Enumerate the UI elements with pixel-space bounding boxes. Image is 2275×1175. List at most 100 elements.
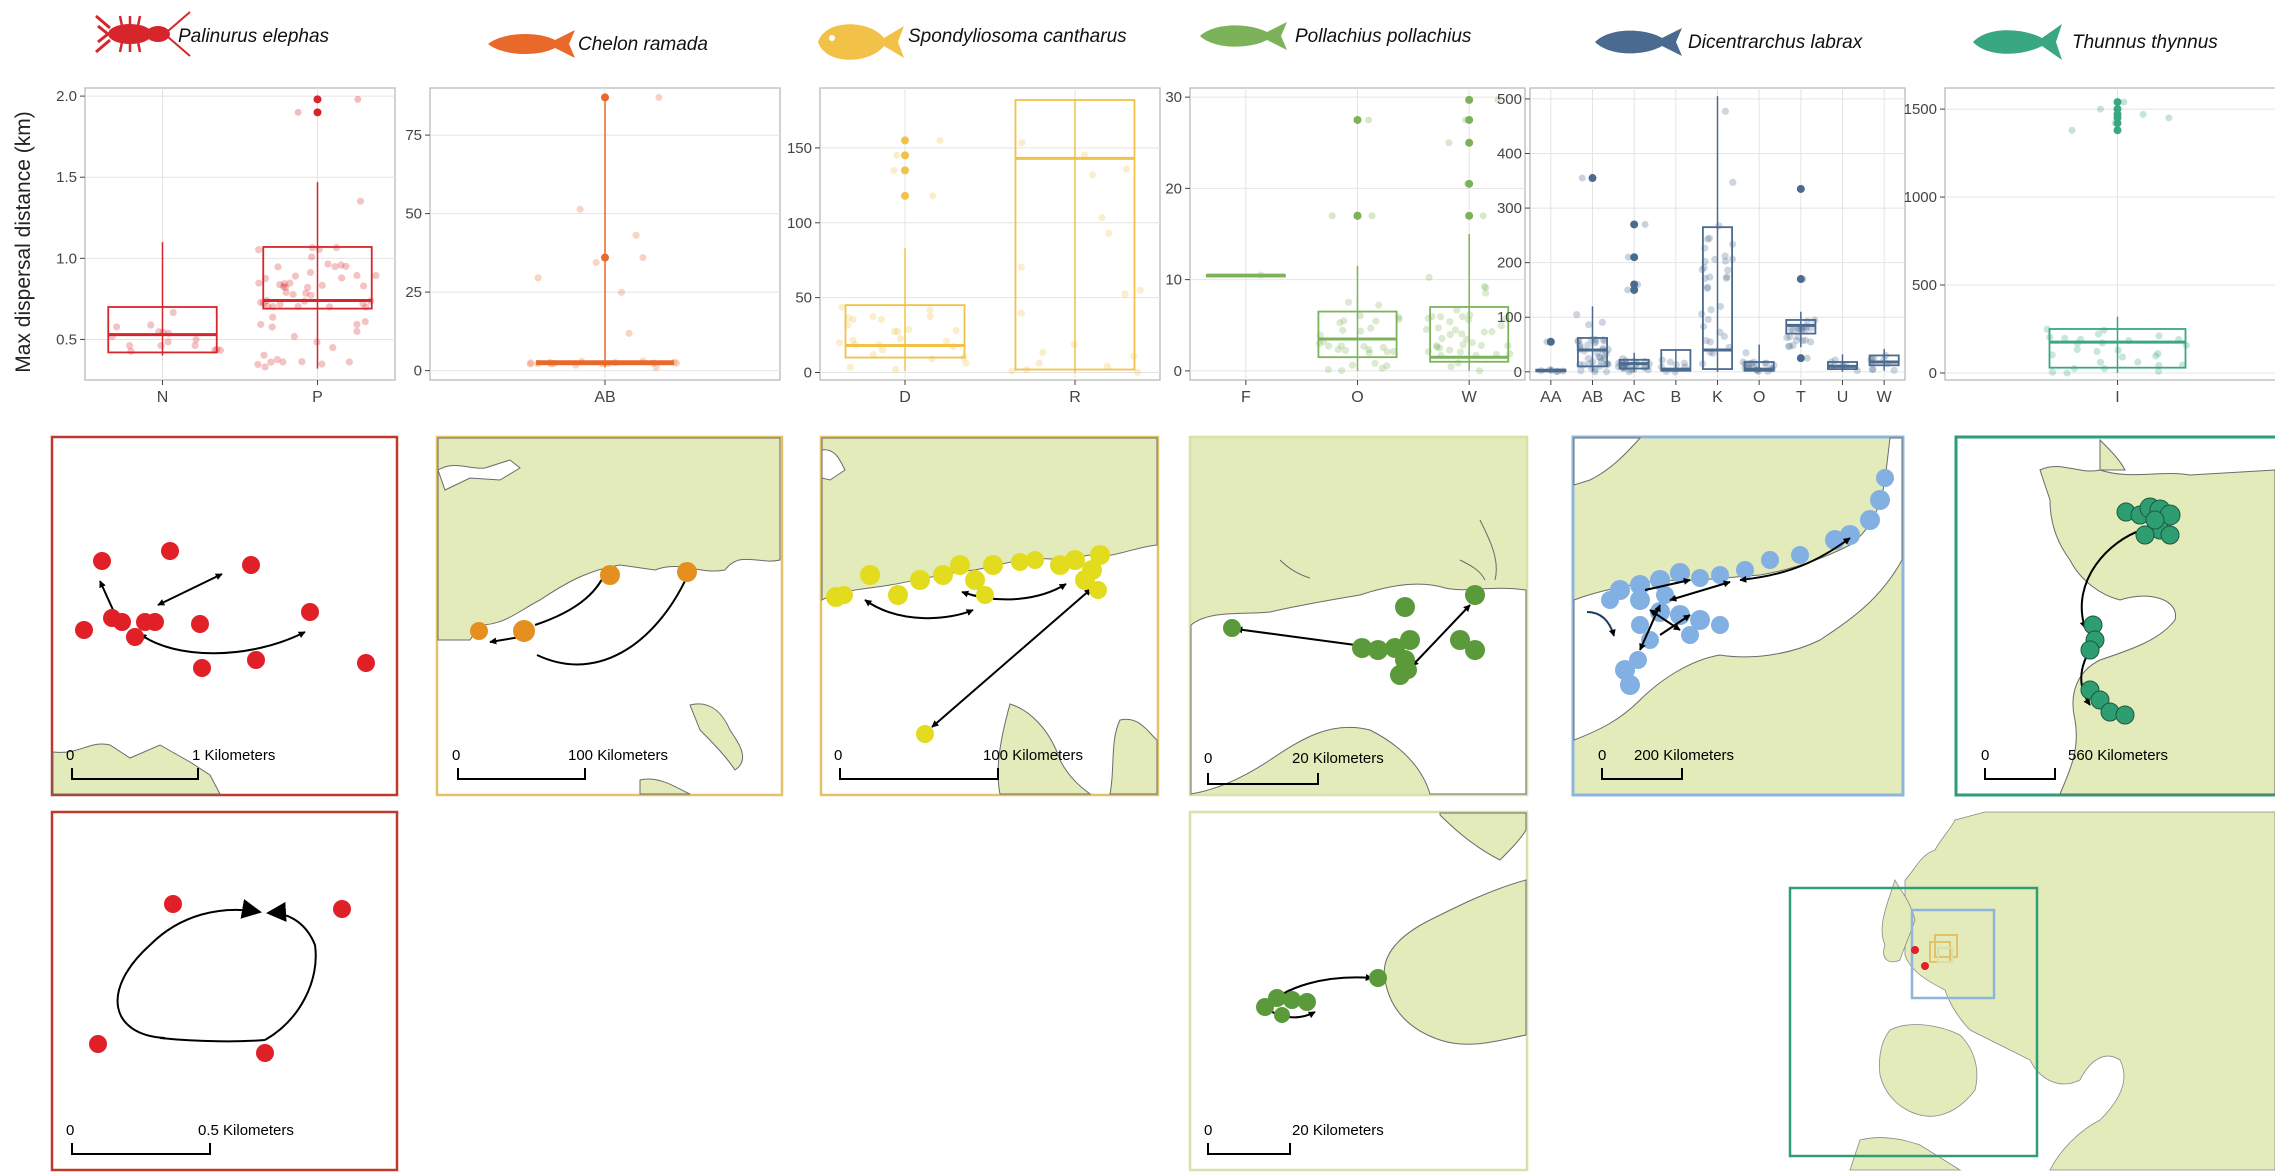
data-point (1658, 356, 1666, 364)
data-point (269, 303, 277, 311)
scalebar: 0 100 Kilometers (452, 747, 668, 780)
movement-arrows (116, 899, 317, 1043)
data-point (1641, 220, 1649, 228)
map-lobster-top: 0 1 Kilometers (50, 435, 399, 797)
data-point (113, 323, 121, 331)
data-point (1458, 313, 1467, 321)
data-point (1315, 339, 1324, 348)
data-point (598, 360, 607, 368)
data-point (1672, 360, 1680, 369)
data-point (1365, 349, 1373, 357)
data-point (1395, 315, 1403, 323)
scalebar: 0 100 Kilometers (834, 747, 1083, 780)
data-point (1867, 356, 1875, 364)
data-point (302, 289, 310, 297)
data-point (2154, 350, 2162, 358)
data-point (1868, 365, 1876, 373)
data-point (650, 359, 658, 367)
data-point (875, 341, 883, 349)
box (1868, 354, 1900, 367)
map-chelon: 0 100 Kilometers (435, 435, 784, 797)
data-point (1480, 328, 1488, 336)
scalebar-zero: 0 (1598, 747, 1606, 764)
outlier (1796, 184, 1805, 193)
data-point (263, 296, 271, 305)
data-point (1477, 341, 1485, 350)
data-point (1868, 359, 1876, 367)
data-point (1576, 341, 1584, 349)
movement-arrows (1639, 537, 1851, 651)
data-point (332, 243, 341, 252)
data-point (655, 93, 663, 101)
data-point (280, 280, 289, 288)
box (107, 306, 218, 354)
scalebar: 0 20 Kilometers (1204, 1122, 1384, 1155)
scalebar-zero: 0 (1204, 750, 1212, 767)
data-point (289, 290, 297, 299)
data-point (1389, 347, 1398, 356)
data-point (1745, 359, 1753, 368)
data-point (1622, 360, 1631, 368)
data-point (2100, 365, 2109, 373)
data-point (325, 303, 334, 311)
y-tick-label: 1.5 (56, 169, 77, 186)
data-point (1789, 341, 1797, 350)
data-point (1445, 139, 1453, 147)
data-point (625, 329, 633, 337)
box (1577, 337, 1608, 368)
y-tick-label: 0 (1174, 363, 1182, 380)
data-point (1601, 352, 1609, 360)
data-point (304, 283, 312, 292)
data-point (259, 299, 268, 307)
data-point (1502, 315, 1510, 323)
location-points (89, 895, 351, 1062)
data-point (1494, 96, 1502, 104)
data-point (1721, 257, 1730, 265)
data-point (890, 327, 899, 336)
data-point (1728, 255, 1737, 263)
boxplot-5: 0 100 200 300 400 500 AA AB AC B K O T U W (1497, 87, 1906, 406)
data-point (1475, 367, 1484, 375)
data-point (1462, 335, 1471, 343)
y-tick-label: 500 (1497, 91, 1522, 108)
data-point (1721, 107, 1729, 115)
data-point (1035, 359, 1043, 367)
data-point (1622, 357, 1630, 365)
data-point (526, 360, 534, 368)
data-point (1324, 365, 1332, 374)
data-point (1453, 306, 1461, 314)
data-point (1742, 349, 1750, 357)
data-point (1017, 309, 1026, 317)
data-point (2152, 352, 2160, 360)
data-point (1620, 362, 1628, 370)
data-point (1657, 363, 1666, 371)
data-point (1807, 324, 1815, 332)
x-tick-label: N (157, 389, 169, 406)
x-tick-label: W (1877, 389, 1893, 406)
data-point (534, 274, 542, 282)
data-point (1336, 319, 1344, 327)
data-point (1602, 360, 1611, 368)
data-point (1701, 257, 1709, 266)
box (262, 246, 373, 310)
data-point (1598, 318, 1606, 326)
data-point (254, 360, 262, 369)
movement-arrows (1235, 604, 1471, 667)
fish-icon (1200, 22, 1287, 50)
x-tick-label: P (312, 389, 323, 406)
y-tick-label: 300 (1497, 200, 1522, 217)
data-point (962, 359, 970, 367)
data-point (1701, 274, 1709, 283)
scalebar-label: 1 Kilometers (192, 747, 275, 764)
data-point (1797, 185, 1805, 193)
data-point (1602, 368, 1611, 376)
data-point (1492, 350, 1500, 359)
data-point (342, 262, 350, 270)
y-tick-label: 20 (1165, 180, 1182, 197)
data-point (1631, 362, 1639, 370)
y-tick-label: 400 (1497, 145, 1522, 162)
outlier (1353, 115, 1362, 124)
data-point (1008, 367, 1016, 375)
data-point (1367, 324, 1375, 332)
data-point (1700, 263, 1708, 272)
